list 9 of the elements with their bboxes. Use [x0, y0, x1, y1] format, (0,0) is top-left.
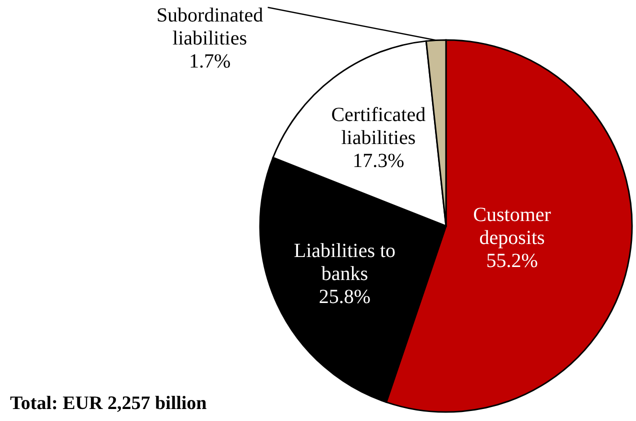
slice-label: Certificated liabilities: [331, 104, 426, 150]
data-label: 1.7%: [188, 50, 231, 72]
slice-label: Customer deposits: [473, 204, 552, 249]
data-label: 55.2%: [486, 250, 538, 272]
data-label: 17.3%: [352, 150, 404, 172]
data-label: 25.8%: [318, 286, 371, 308]
text: Total: EUR 2,257 billion: [10, 393, 208, 414]
slice-label: Liabilities to banks: [294, 240, 396, 285]
slice-label: Subordinated liabilities: [156, 4, 264, 50]
